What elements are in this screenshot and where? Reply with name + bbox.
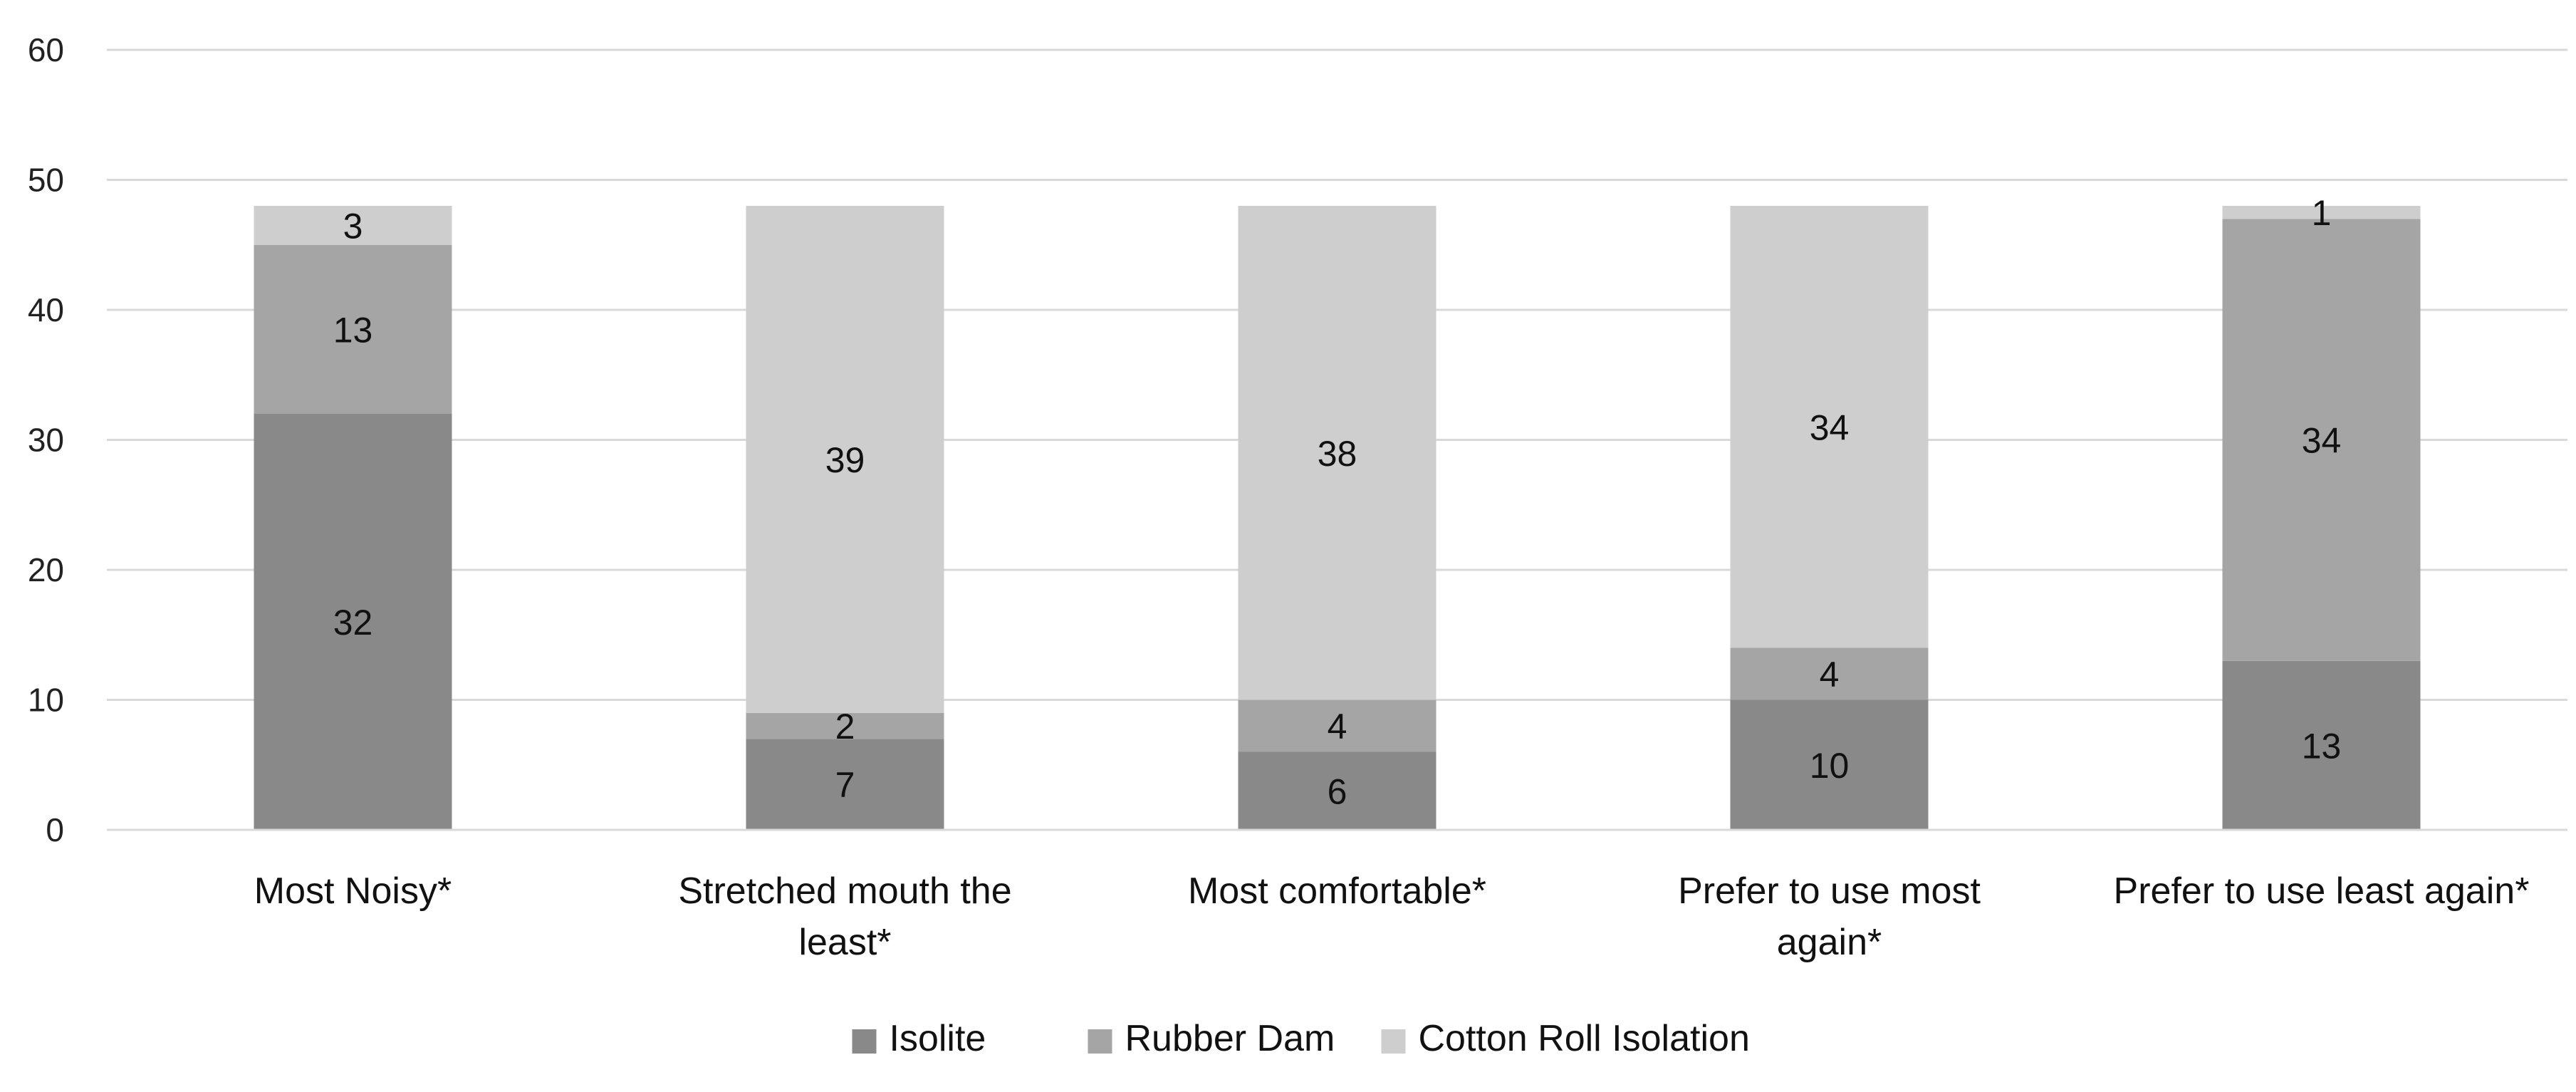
legend-swatch bbox=[852, 1029, 877, 1054]
bar-segment-isolite bbox=[1238, 752, 1436, 830]
y-tick-label: 50 bbox=[28, 162, 64, 199]
data-label: 1 bbox=[2312, 193, 2332, 233]
y-tick-label: 30 bbox=[28, 422, 64, 459]
data-label: 39 bbox=[825, 440, 865, 480]
y-tick-label: 0 bbox=[46, 811, 64, 848]
data-label: 3 bbox=[343, 206, 363, 246]
data-label: 10 bbox=[1810, 746, 1850, 786]
bar-segment-isolite bbox=[254, 414, 452, 830]
x-category-label: Prefer to use least again* bbox=[2114, 870, 2530, 912]
data-label: 6 bbox=[1328, 771, 1347, 811]
x-axis-category-labels: Most Noisy* Stretched mouth the least* Most… bbox=[254, 870, 2530, 963]
x-category-label: least* bbox=[798, 922, 891, 963]
bar-segment-rubber-dam bbox=[2222, 219, 2421, 661]
legend-swatch bbox=[1381, 1029, 1406, 1054]
bar-segment-isolite bbox=[1730, 700, 1929, 830]
data-label: 2 bbox=[835, 707, 855, 747]
bar-segment-cotton-roll-isolation bbox=[254, 206, 452, 245]
data-label: 4 bbox=[1820, 655, 1840, 695]
bar-segment-cotton-roll-isolation bbox=[2222, 206, 2421, 219]
legend-label: Cotton Roll Isolation bbox=[1419, 1018, 1750, 1059]
x-category-label: Prefer to use most bbox=[1678, 870, 1981, 912]
y-tick-label: 10 bbox=[28, 682, 64, 719]
bar-segment-cotton-roll-isolation bbox=[746, 206, 944, 713]
x-category-label: Most comfortable* bbox=[1188, 870, 1486, 912]
data-label: 4 bbox=[1328, 707, 1347, 747]
bar-segment-rubber-dam bbox=[1238, 700, 1436, 752]
legend-label: Isolite bbox=[890, 1018, 986, 1059]
bar-segment-rubber-dam bbox=[254, 244, 452, 414]
data-label: 38 bbox=[1318, 434, 1357, 474]
data-label: 34 bbox=[2302, 421, 2342, 461]
bar-segment-isolite bbox=[2222, 660, 2421, 830]
y-tick-label: 60 bbox=[28, 31, 64, 68]
bars bbox=[254, 206, 2421, 830]
legend-swatch bbox=[1088, 1029, 1112, 1054]
data-label: 7 bbox=[835, 765, 855, 805]
x-category-label: Most Noisy* bbox=[254, 870, 452, 912]
x-category-label: Stretched mouth the bbox=[678, 870, 1011, 912]
bar-segment-rubber-dam bbox=[1730, 648, 1929, 700]
data-label: 32 bbox=[333, 603, 373, 643]
bar-segment-isolite bbox=[746, 739, 944, 830]
bar-segment-rubber-dam bbox=[746, 712, 944, 739]
y-tick-label: 40 bbox=[28, 291, 64, 328]
legend-label: Rubber Dam bbox=[1125, 1018, 1335, 1059]
y-tick-label: 20 bbox=[28, 551, 64, 588]
data-label: 34 bbox=[1810, 407, 1850, 447]
x-category-label: again* bbox=[1777, 922, 1882, 963]
data-label: 13 bbox=[2302, 726, 2342, 766]
bar-segment-cotton-roll-isolation bbox=[1238, 206, 1436, 700]
legend: Isolite Rubber Dam Cotton Roll Isolation bbox=[852, 1018, 1750, 1059]
bar-segment-cotton-roll-isolation bbox=[1730, 206, 1929, 648]
y-axis-tick-labels: 0 10 20 30 40 50 60 bbox=[28, 31, 64, 848]
data-label: 13 bbox=[333, 310, 373, 350]
